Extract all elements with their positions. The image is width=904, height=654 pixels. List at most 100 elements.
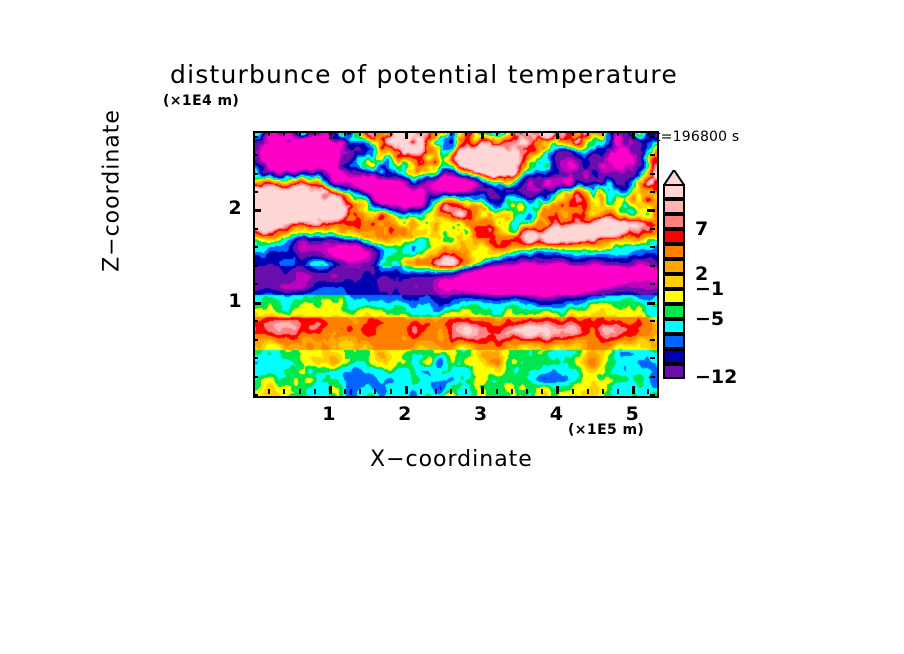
y-axis-unit-label: (×1E4 m): [163, 93, 240, 109]
colorbar-segment: [663, 304, 685, 319]
chart-title: disturbunce of potential temperature: [170, 60, 678, 89]
y-tick: [650, 154, 655, 157]
x-tick: [344, 131, 347, 136]
colorbar: [663, 170, 685, 379]
x-tick: [283, 389, 286, 394]
x-tick: [586, 131, 589, 136]
y-tick: [650, 172, 655, 175]
y-tick: [253, 283, 258, 286]
y-tick-label: 2: [228, 197, 242, 220]
x-tick: [586, 389, 589, 394]
y-tick: [253, 190, 258, 193]
x-tick: [632, 131, 636, 139]
y-tick: [253, 394, 258, 396]
colorbar-segment: [663, 214, 685, 229]
y-tick: [650, 135, 655, 138]
y-tick: [650, 338, 655, 341]
x-tick: [404, 386, 408, 394]
x-tick: [419, 389, 422, 394]
x-tick: [556, 131, 560, 139]
x-tick: [510, 389, 513, 394]
y-tick: [650, 320, 655, 323]
x-tick: [617, 389, 620, 394]
x-tick: [480, 131, 484, 139]
x-tick: [359, 389, 362, 394]
x-tick: [298, 131, 301, 136]
y-tick: [253, 154, 258, 157]
y-tick: [253, 320, 258, 323]
colorbar-segment: [663, 334, 685, 349]
y-tick: [253, 264, 258, 267]
x-tick: [495, 389, 498, 394]
y-tick: [650, 190, 655, 193]
x-tick: [465, 389, 468, 394]
x-tick: [359, 131, 362, 136]
x-tick-label: 1: [322, 403, 336, 425]
y-tick: [253, 172, 258, 175]
x-tick: [632, 386, 636, 394]
x-tick: [253, 131, 255, 136]
y-tick: [253, 357, 258, 360]
y-tick: [253, 209, 261, 213]
x-tick-label: 5: [625, 403, 639, 425]
x-tick: [571, 131, 574, 136]
colorbar-tick-label: −12: [695, 365, 738, 388]
x-tick: [328, 131, 332, 139]
x-tick-label: 3: [473, 403, 488, 425]
x-tick: [389, 131, 392, 136]
y-axis-title: Z−coordinate: [99, 109, 125, 272]
x-tick: [374, 131, 377, 136]
x-tick: [313, 131, 316, 136]
colorbar-tick-label: 2: [695, 263, 709, 285]
colorbar-tick-label: −5: [695, 308, 725, 330]
x-tick: [480, 386, 484, 394]
x-tick: [268, 389, 271, 394]
y-tick: [253, 135, 258, 138]
x-tick: [253, 389, 255, 394]
colorbar-segment: [663, 259, 685, 274]
colorbar-segment: [663, 184, 685, 199]
x-tick: [450, 131, 453, 136]
x-axis-unit-label: (×1E5 m): [568, 422, 645, 438]
colorbar-segment: [663, 244, 685, 259]
colorbar-tick-label: 7: [695, 218, 709, 240]
x-tick: [617, 131, 620, 136]
y-tick: [253, 227, 258, 230]
colorbar-segment: [663, 319, 685, 334]
colorbar-tick-label: −1: [695, 278, 725, 300]
colorbar-segment: [663, 199, 685, 214]
y-tick: [647, 301, 655, 305]
x-tick: [571, 389, 574, 394]
x-tick: [328, 386, 332, 394]
x-tick: [419, 131, 422, 136]
contour-plot-area: [253, 131, 659, 398]
y-tick: [650, 357, 655, 360]
x-tick: [283, 131, 286, 136]
x-tick: [526, 389, 529, 394]
y-tick: [650, 227, 655, 230]
contour-field: [255, 133, 657, 396]
y-tick: [650, 246, 655, 249]
colorbar-segment: [663, 349, 685, 364]
x-tick: [601, 389, 604, 394]
x-tick: [510, 131, 513, 136]
x-tick: [298, 389, 301, 394]
x-tick: [404, 131, 408, 139]
y-tick: [650, 375, 655, 378]
x-tick: [601, 131, 604, 136]
x-tick-label: 2: [398, 403, 412, 425]
y-tick: [650, 264, 655, 267]
y-tick: [650, 283, 655, 286]
colorbar-segment: [663, 229, 685, 244]
x-tick: [495, 131, 498, 136]
y-tick: [647, 209, 655, 213]
x-tick: [389, 389, 392, 394]
y-tick: [253, 301, 261, 305]
y-tick: [253, 338, 258, 341]
colorbar-segment: [663, 364, 685, 379]
x-tick-label: 4: [549, 403, 563, 425]
x-tick: [526, 131, 529, 136]
x-tick: [465, 131, 468, 136]
y-tick: [650, 394, 655, 396]
colorbar-segment: [663, 289, 685, 304]
